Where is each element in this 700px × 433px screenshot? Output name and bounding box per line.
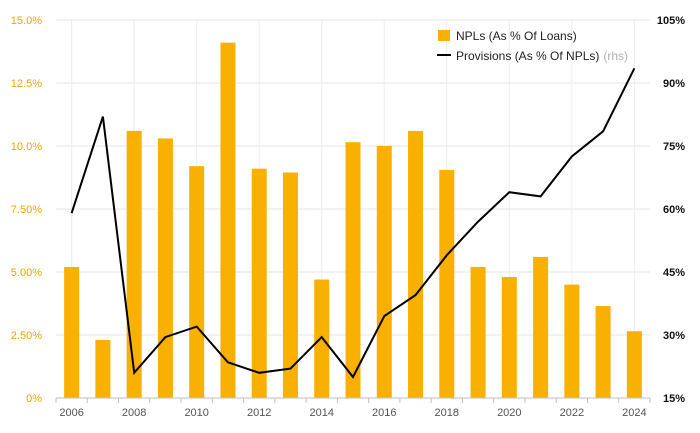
y-right-tick-label: 30%	[663, 330, 685, 342]
npl-bar	[408, 130, 424, 398]
x-tick-label: 2006	[59, 407, 83, 419]
npl-bar	[314, 279, 330, 398]
y-left-tick-label: 7.50%	[11, 204, 42, 216]
npl-bar	[626, 331, 642, 398]
npl-bar	[376, 146, 392, 398]
npl-bar	[564, 284, 580, 398]
y-left-tick-label: 15.0%	[11, 15, 42, 27]
left-axis: 0% 2.50% 5.00% 7.50% 10.0% 12.5% 15.0%	[11, 15, 42, 405]
npl-bar	[220, 42, 236, 399]
x-tick-label: 2018	[435, 407, 459, 419]
right-axis: 15% 30% 45% 60% 75% 90% 105%	[657, 15, 685, 405]
x-tick-label: 2008	[122, 407, 146, 419]
legend: NPLs (As % Of Loans) Provisions (As % Of…	[437, 29, 628, 63]
npl-bar	[189, 166, 205, 398]
legend-swatch-npl	[438, 30, 450, 41]
y-right-tick-label: 75%	[663, 141, 685, 153]
legend-label-npl: NPLs (As % Of Loans)	[456, 29, 577, 43]
npl-bar	[501, 277, 517, 398]
npl-bars	[64, 42, 642, 399]
y-left-tick-label: 2.50%	[11, 330, 42, 342]
y-left-tick-label: 0%	[26, 393, 42, 405]
npl-bar	[595, 306, 611, 398]
y-right-tick-label: 45%	[663, 267, 685, 279]
npl-bar	[251, 168, 267, 398]
npl-bar	[95, 340, 111, 398]
y-right-tick-label: 90%	[663, 78, 685, 90]
svg-text:Provisions (As % Of NPLs)(rhs): Provisions (As % Of NPLs) (rhs)	[456, 49, 628, 63]
provisions-line-path	[70, 67, 636, 379]
y-right-tick-label: 105%	[657, 15, 685, 27]
y-right-tick-label: 60%	[663, 204, 685, 216]
npl-bar	[282, 172, 298, 398]
x-tick-label: 2020	[497, 407, 521, 419]
npl-bar	[470, 266, 486, 398]
provisions-line	[70, 67, 636, 379]
x-tick-label: 2024	[622, 407, 646, 419]
npl-bar	[64, 266, 80, 398]
x-tick-label: 2022	[560, 407, 584, 419]
x-tick-label: 2012	[247, 407, 271, 419]
y-right-tick-label: 15%	[663, 393, 685, 405]
x-tick-label: 2016	[372, 407, 396, 419]
npl-bar	[439, 169, 455, 398]
npl-bar	[126, 130, 142, 398]
y-left-tick-label: 12.5%	[11, 78, 42, 90]
npl-bar	[533, 256, 549, 398]
npl-bar	[345, 142, 361, 398]
y-left-tick-label: 5.00%	[11, 267, 42, 279]
x-tick-label: 2010	[184, 407, 208, 419]
x-axis: 2006 2008 2010 2012 2014 2016 2018 2020 2022 2024	[55, 397, 651, 419]
y-left-tick-label: 10.0%	[11, 141, 42, 153]
legend-label-provisions: Provisions (As % Of NPLs)	[456, 49, 599, 63]
x-tick-label: 2014	[309, 407, 333, 419]
npl-bar	[157, 138, 173, 398]
legend-note-rhs: (rhs)	[603, 49, 628, 63]
